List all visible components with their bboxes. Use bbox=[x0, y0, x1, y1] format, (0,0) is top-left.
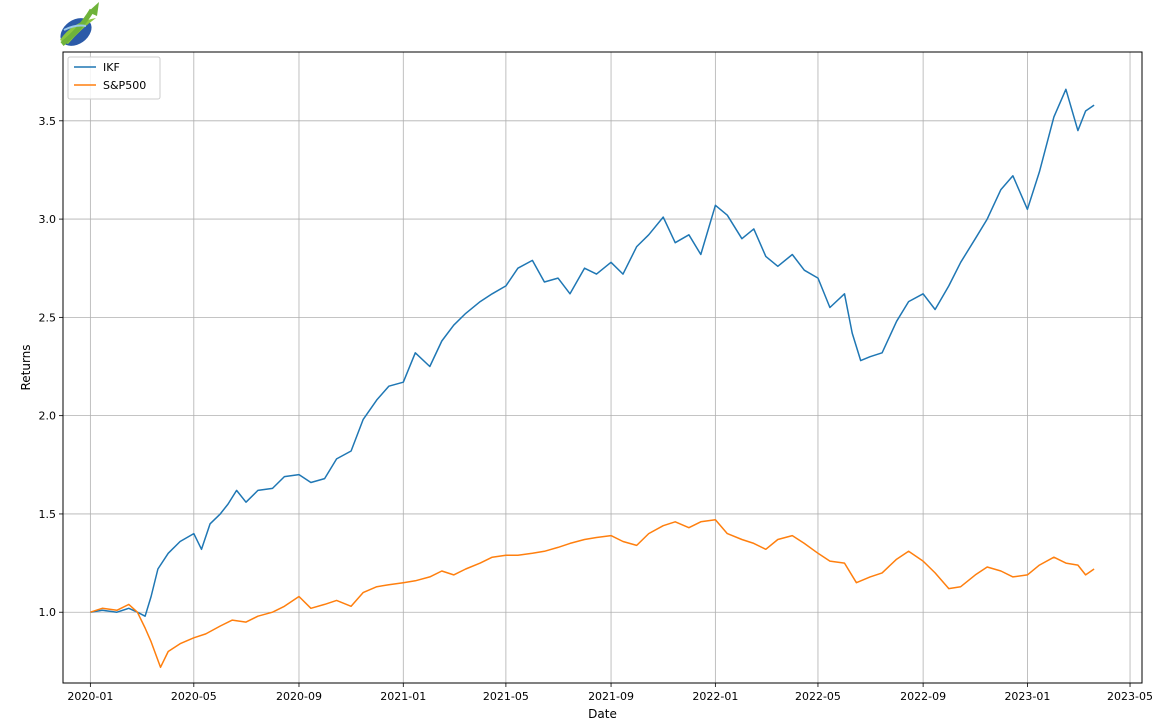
legend: IKF S&P500 bbox=[67, 56, 161, 100]
series-line-0 bbox=[90, 88, 1095, 617]
y-tick-label: 3.0 bbox=[39, 213, 57, 226]
x-tick-label: 2021-09 bbox=[588, 690, 634, 703]
legend-label: S&P500 bbox=[103, 79, 146, 92]
x-tick-label: 2021-01 bbox=[380, 690, 426, 703]
x-tick-label: 2020-01 bbox=[67, 690, 113, 703]
x-tick-label: 2021-05 bbox=[483, 690, 529, 703]
x-tick-label: 2020-05 bbox=[171, 690, 217, 703]
x-tick-label: 2022-01 bbox=[692, 690, 738, 703]
y-tick-label: 2.5 bbox=[39, 311, 57, 324]
x-tick-label: 2022-05 bbox=[795, 690, 841, 703]
x-axis-label: Date bbox=[588, 707, 617, 721]
y-tick-label: 3.5 bbox=[39, 115, 57, 128]
grid bbox=[63, 52, 1142, 683]
axis-ticks: 2020-01 2020-05 2020-09 2021-01 2021-05 2021-… bbox=[39, 115, 1154, 703]
y-tick-label: 1.5 bbox=[39, 508, 57, 521]
plot-frame bbox=[62, 51, 1143, 684]
x-tick-label: 2020-09 bbox=[276, 690, 322, 703]
y-tick-label: 2.0 bbox=[39, 410, 57, 423]
y-axis-label: Returns bbox=[19, 344, 33, 390]
logo-icon bbox=[60, 2, 99, 46]
x-tick-label: 2023-01 bbox=[1004, 690, 1050, 703]
series-lines bbox=[90, 88, 1095, 669]
series-line-1 bbox=[90, 519, 1095, 669]
x-tick-label: 2023-05 bbox=[1107, 690, 1153, 703]
legend-label: IKF bbox=[103, 61, 120, 74]
y-tick-label: 1.0 bbox=[39, 606, 57, 619]
x-tick-label: 2022-09 bbox=[900, 690, 946, 703]
